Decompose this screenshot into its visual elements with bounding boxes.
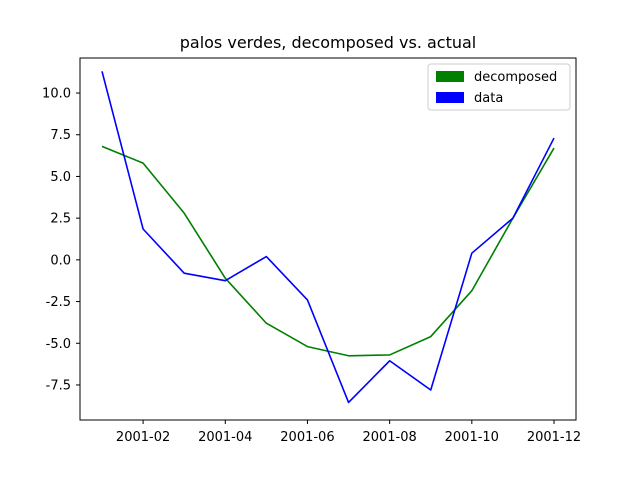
y-tick-label: 7.5 bbox=[50, 128, 71, 143]
y-tick-label: 0.0 bbox=[50, 253, 71, 268]
legend: decomposed data bbox=[428, 64, 570, 110]
x-tick-label: 2001-04 bbox=[198, 430, 252, 445]
x-tick-label: 2001-12 bbox=[527, 430, 581, 445]
legend-swatch-decomposed bbox=[436, 71, 464, 82]
y-tick-label: -5.0 bbox=[46, 337, 71, 352]
x-tick-label: 2001-06 bbox=[280, 430, 334, 445]
y-tick-label: 10.0 bbox=[42, 87, 71, 102]
legend-label-decomposed: decomposed bbox=[474, 70, 557, 85]
legend-swatch-data bbox=[436, 92, 464, 103]
y-tick-label: 5.0 bbox=[50, 170, 71, 185]
y-tick-label: 2.5 bbox=[50, 212, 71, 227]
y-tick-label: -7.5 bbox=[46, 378, 71, 393]
y-tick-label: -2.5 bbox=[46, 295, 71, 310]
chart-title: palos verdes, decomposed vs. actual bbox=[180, 33, 477, 52]
legend-label-data: data bbox=[474, 91, 503, 106]
x-tick-label: 2001-08 bbox=[362, 430, 416, 445]
x-tick-label: 2001-02 bbox=[116, 430, 170, 445]
x-tick-label: 2001-10 bbox=[445, 430, 499, 445]
